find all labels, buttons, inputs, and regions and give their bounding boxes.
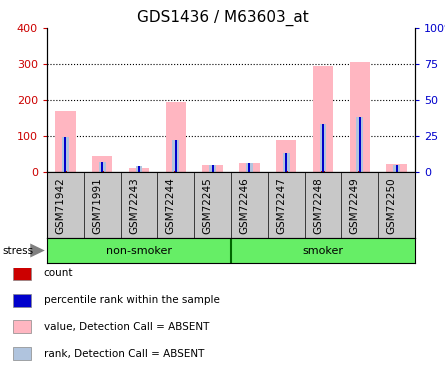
FancyBboxPatch shape [13, 320, 31, 333]
Bar [202, 165, 222, 172]
Text: GSM72243: GSM72243 [129, 177, 139, 234]
Text: GSM72250: GSM72250 [387, 177, 396, 234]
Bar [173, 140, 179, 172]
Bar [64, 171, 67, 172]
FancyBboxPatch shape [13, 267, 31, 280]
Bar [55, 111, 76, 172]
Bar [313, 66, 333, 172]
Text: GSM71942: GSM71942 [55, 177, 65, 234]
Bar [138, 166, 140, 172]
Bar [246, 164, 253, 172]
Bar [101, 171, 104, 172]
Bar [239, 163, 259, 172]
Text: GSM72246: GSM72246 [239, 177, 249, 234]
Text: GDS1436 / M63603_at: GDS1436 / M63603_at [137, 9, 308, 26]
Bar [166, 102, 186, 172]
Text: GSM72244: GSM72244 [166, 177, 176, 234]
Bar [174, 171, 178, 172]
Bar [284, 171, 288, 172]
Text: count: count [44, 268, 73, 278]
Bar [283, 153, 290, 172]
Bar [92, 156, 112, 172]
Bar [396, 165, 397, 172]
Bar [65, 138, 66, 172]
Bar [350, 62, 370, 172]
FancyBboxPatch shape [13, 347, 31, 360]
FancyBboxPatch shape [13, 294, 31, 306]
Bar [212, 165, 214, 172]
Bar [285, 153, 287, 172]
Bar [248, 164, 251, 172]
Bar [393, 165, 400, 172]
Bar [136, 166, 142, 172]
Bar [358, 171, 361, 172]
Polygon shape [30, 243, 45, 258]
Bar [62, 138, 69, 172]
Bar [386, 164, 407, 172]
Bar [359, 117, 361, 172]
Text: GSM72247: GSM72247 [276, 177, 286, 234]
Bar [175, 140, 177, 172]
Bar [321, 171, 325, 172]
Bar [99, 162, 105, 172]
Text: non-smoker: non-smoker [106, 246, 172, 255]
Bar [276, 140, 296, 172]
Text: rank, Detection Call = ABSENT: rank, Detection Call = ABSENT [44, 349, 204, 358]
Bar [320, 124, 326, 172]
Text: GSM72248: GSM72248 [313, 177, 323, 234]
Text: value, Detection Call = ABSENT: value, Detection Call = ABSENT [44, 322, 209, 332]
Bar [209, 165, 216, 172]
Text: GSM72245: GSM72245 [202, 177, 213, 234]
Text: stress: stress [2, 246, 33, 255]
Text: GSM71991: GSM71991 [92, 177, 102, 234]
Text: smoker: smoker [303, 246, 344, 255]
Bar [101, 162, 103, 172]
Text: percentile rank within the sample: percentile rank within the sample [44, 295, 219, 305]
Bar [129, 168, 149, 172]
Text: GSM72249: GSM72249 [350, 177, 360, 234]
Bar [356, 117, 363, 172]
Bar [322, 124, 324, 172]
